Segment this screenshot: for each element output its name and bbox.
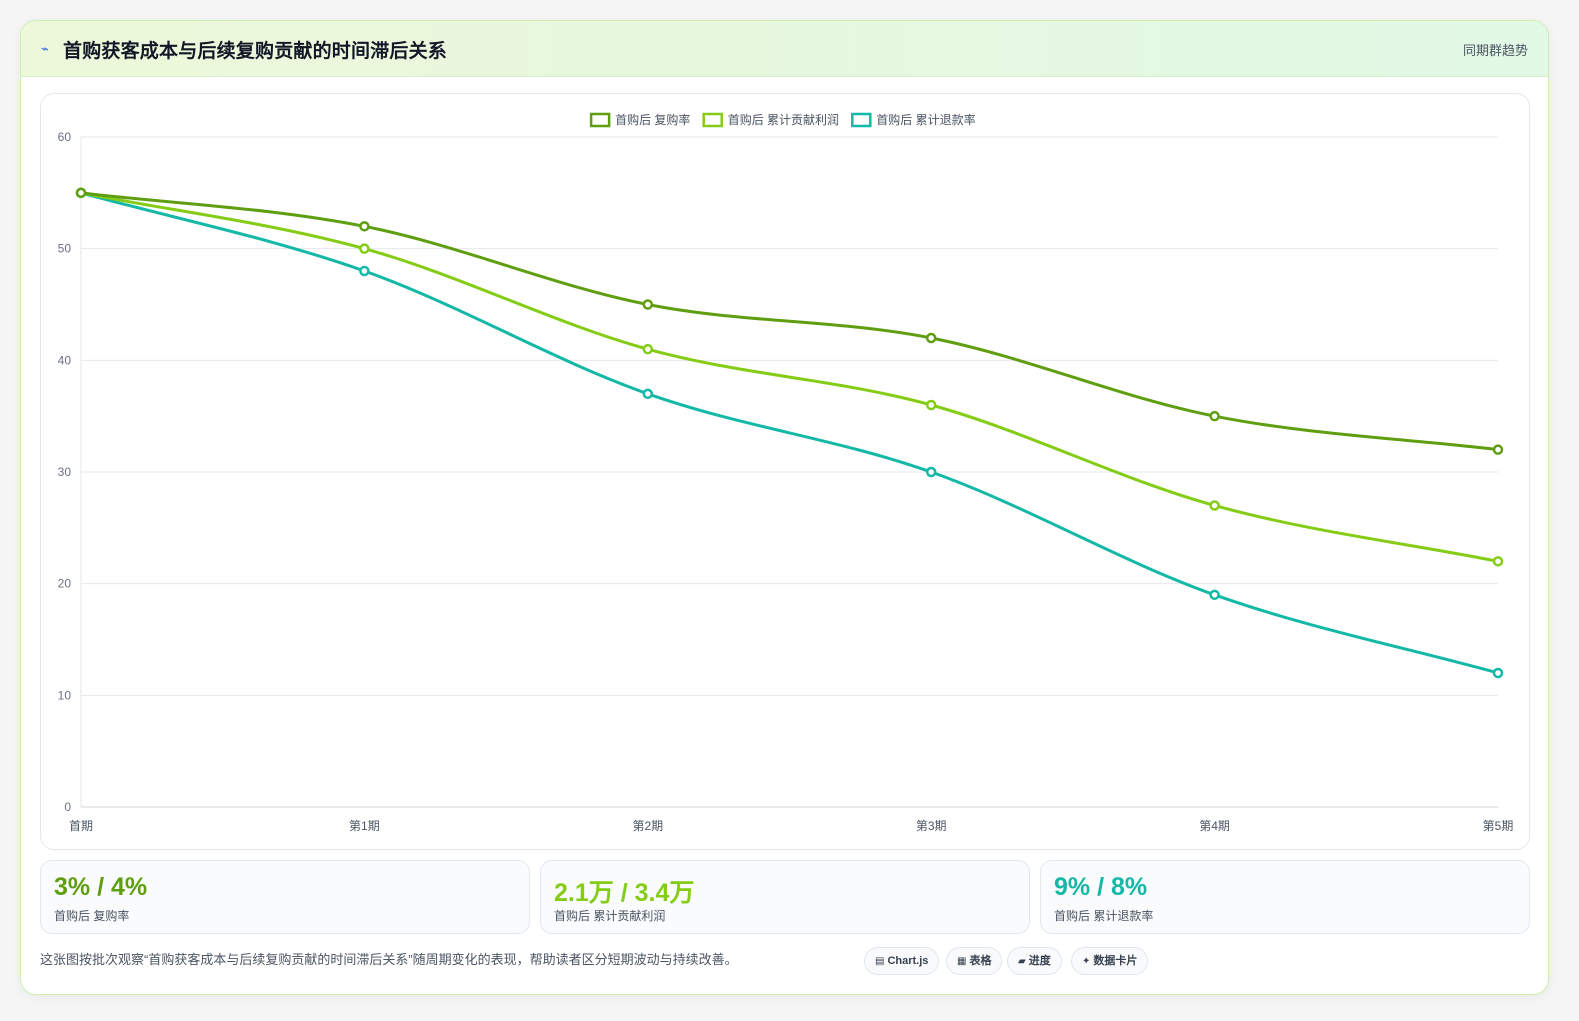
chart-description: 这张图按批次观察“首购获客成本与后续复购贡献的时间滞后关系”随周期变化的表现，帮…	[40, 952, 738, 967]
stat-value: 3% / 4%	[54, 873, 148, 901]
x-tick-label: 第2期	[632, 819, 663, 833]
data-point	[642, 343, 654, 355]
data-point	[75, 187, 87, 199]
table-icon: ▦	[957, 956, 967, 967]
data-point	[359, 265, 370, 277]
y-tick-label: 40	[58, 353, 72, 367]
pill-table[interactable]: ▦ 表格	[946, 947, 1003, 975]
x-tick-label: 第5期	[1483, 819, 1514, 833]
data-point	[1209, 500, 1220, 511]
data-point	[359, 243, 370, 254]
data-point	[1209, 589, 1220, 601]
lightning-icon: ⌁	[41, 41, 49, 56]
stat-value: 2.1万 / 3.4万	[554, 879, 695, 907]
data-point	[925, 399, 937, 411]
series-line-0	[80, 191, 1499, 452]
pill-chartjs[interactable]: ▤ Chart.js	[864, 947, 940, 975]
pill-progress[interactable]: ▰ 进度	[1007, 947, 1062, 975]
data-point	[359, 221, 370, 232]
pill-label: Chart.js	[887, 955, 929, 967]
y-tick-label: 30	[58, 465, 72, 479]
chart-container: 0 10 20 30 40 50 60 首期 第1期 第2期 第3期 第4期 第5期 首购后 复购率 首购…	[40, 93, 1530, 850]
x-tick-label: 第1期	[349, 819, 380, 833]
series-line-2	[80, 191, 1499, 675]
legend-swatch	[702, 112, 723, 128]
legend-layer: 首购后 复购率 首购后 累计贡献利润 首购后 累计退款率	[589, 112, 976, 128]
page-title: 首购获客成本与后续复购贡献的时间滞后关系	[63, 41, 448, 62]
pill-label: 数据卡片	[1093, 955, 1138, 967]
stat-card-refund: 9% / 8% 首购后 累计退款率	[1040, 860, 1530, 934]
trend-tag: 同期群趋势	[1462, 43, 1528, 58]
sparkle-icon: ✦	[1082, 956, 1091, 967]
dashboard-card: ⌁ 首购获客成本与后续复购贡献的时间滞后关系 同期群趋势 0 10 20 30 40 50…	[20, 20, 1549, 995]
chart-icon: ▤	[875, 956, 885, 967]
legend-label: 首购后 复购率	[615, 112, 690, 127]
x-tick-label: 首期	[69, 819, 93, 833]
stat-value: 9% / 8%	[1054, 873, 1148, 901]
legend-swatch	[589, 112, 611, 128]
x-tick-label: 第3期	[916, 819, 947, 833]
y-tick-label: 0	[64, 800, 71, 814]
stat-card-repurchase: 3% / 4% 首购后 复购率	[40, 860, 530, 934]
series-line-1	[80, 191, 1499, 563]
data-point	[925, 466, 937, 478]
stat-label: 首购后 累计退款率	[1054, 909, 1154, 923]
legend-label: 首购后 累计贡献利润	[728, 112, 839, 127]
axis-layer: 0 10 20 30 40 50 60 首期 第1期 第2期 第3期 第4期 第5期	[58, 130, 1514, 833]
data-point	[642, 299, 654, 310]
y-tick-label: 20	[58, 577, 72, 591]
data-point	[1209, 410, 1220, 422]
y-tick-label: 60	[58, 130, 72, 144]
data-point	[1492, 444, 1504, 455]
x-tick-label: 第4期	[1199, 819, 1230, 833]
data-point	[1492, 667, 1504, 679]
pill-label: 表格	[969, 955, 992, 967]
pill-data-card[interactable]: ✦ 数据卡片	[1071, 947, 1149, 975]
series-layer	[75, 187, 1504, 679]
y-tick-label: 10	[58, 688, 72, 702]
y-tick-label: 50	[58, 242, 72, 256]
data-point	[642, 388, 654, 400]
stat-label: 首购后 累计贡献利润	[554, 909, 666, 923]
legend-swatch	[851, 112, 872, 128]
data-point	[925, 332, 937, 344]
data-point	[1492, 556, 1504, 567]
grid-layer	[80, 136, 1498, 808]
progress-icon: ▰	[1018, 956, 1026, 967]
card-header: ⌁ 首购获客成本与后续复购贡献的时间滞后关系 同期群趋势	[21, 21, 1548, 77]
pill-label: 进度	[1028, 955, 1051, 967]
legend-label: 首购后 累计退款率	[876, 112, 975, 127]
stat-label: 首购后 复购率	[54, 909, 130, 923]
stat-card-profit: 2.1万 / 3.4万 首购后 累计贡献利润	[540, 860, 1030, 934]
